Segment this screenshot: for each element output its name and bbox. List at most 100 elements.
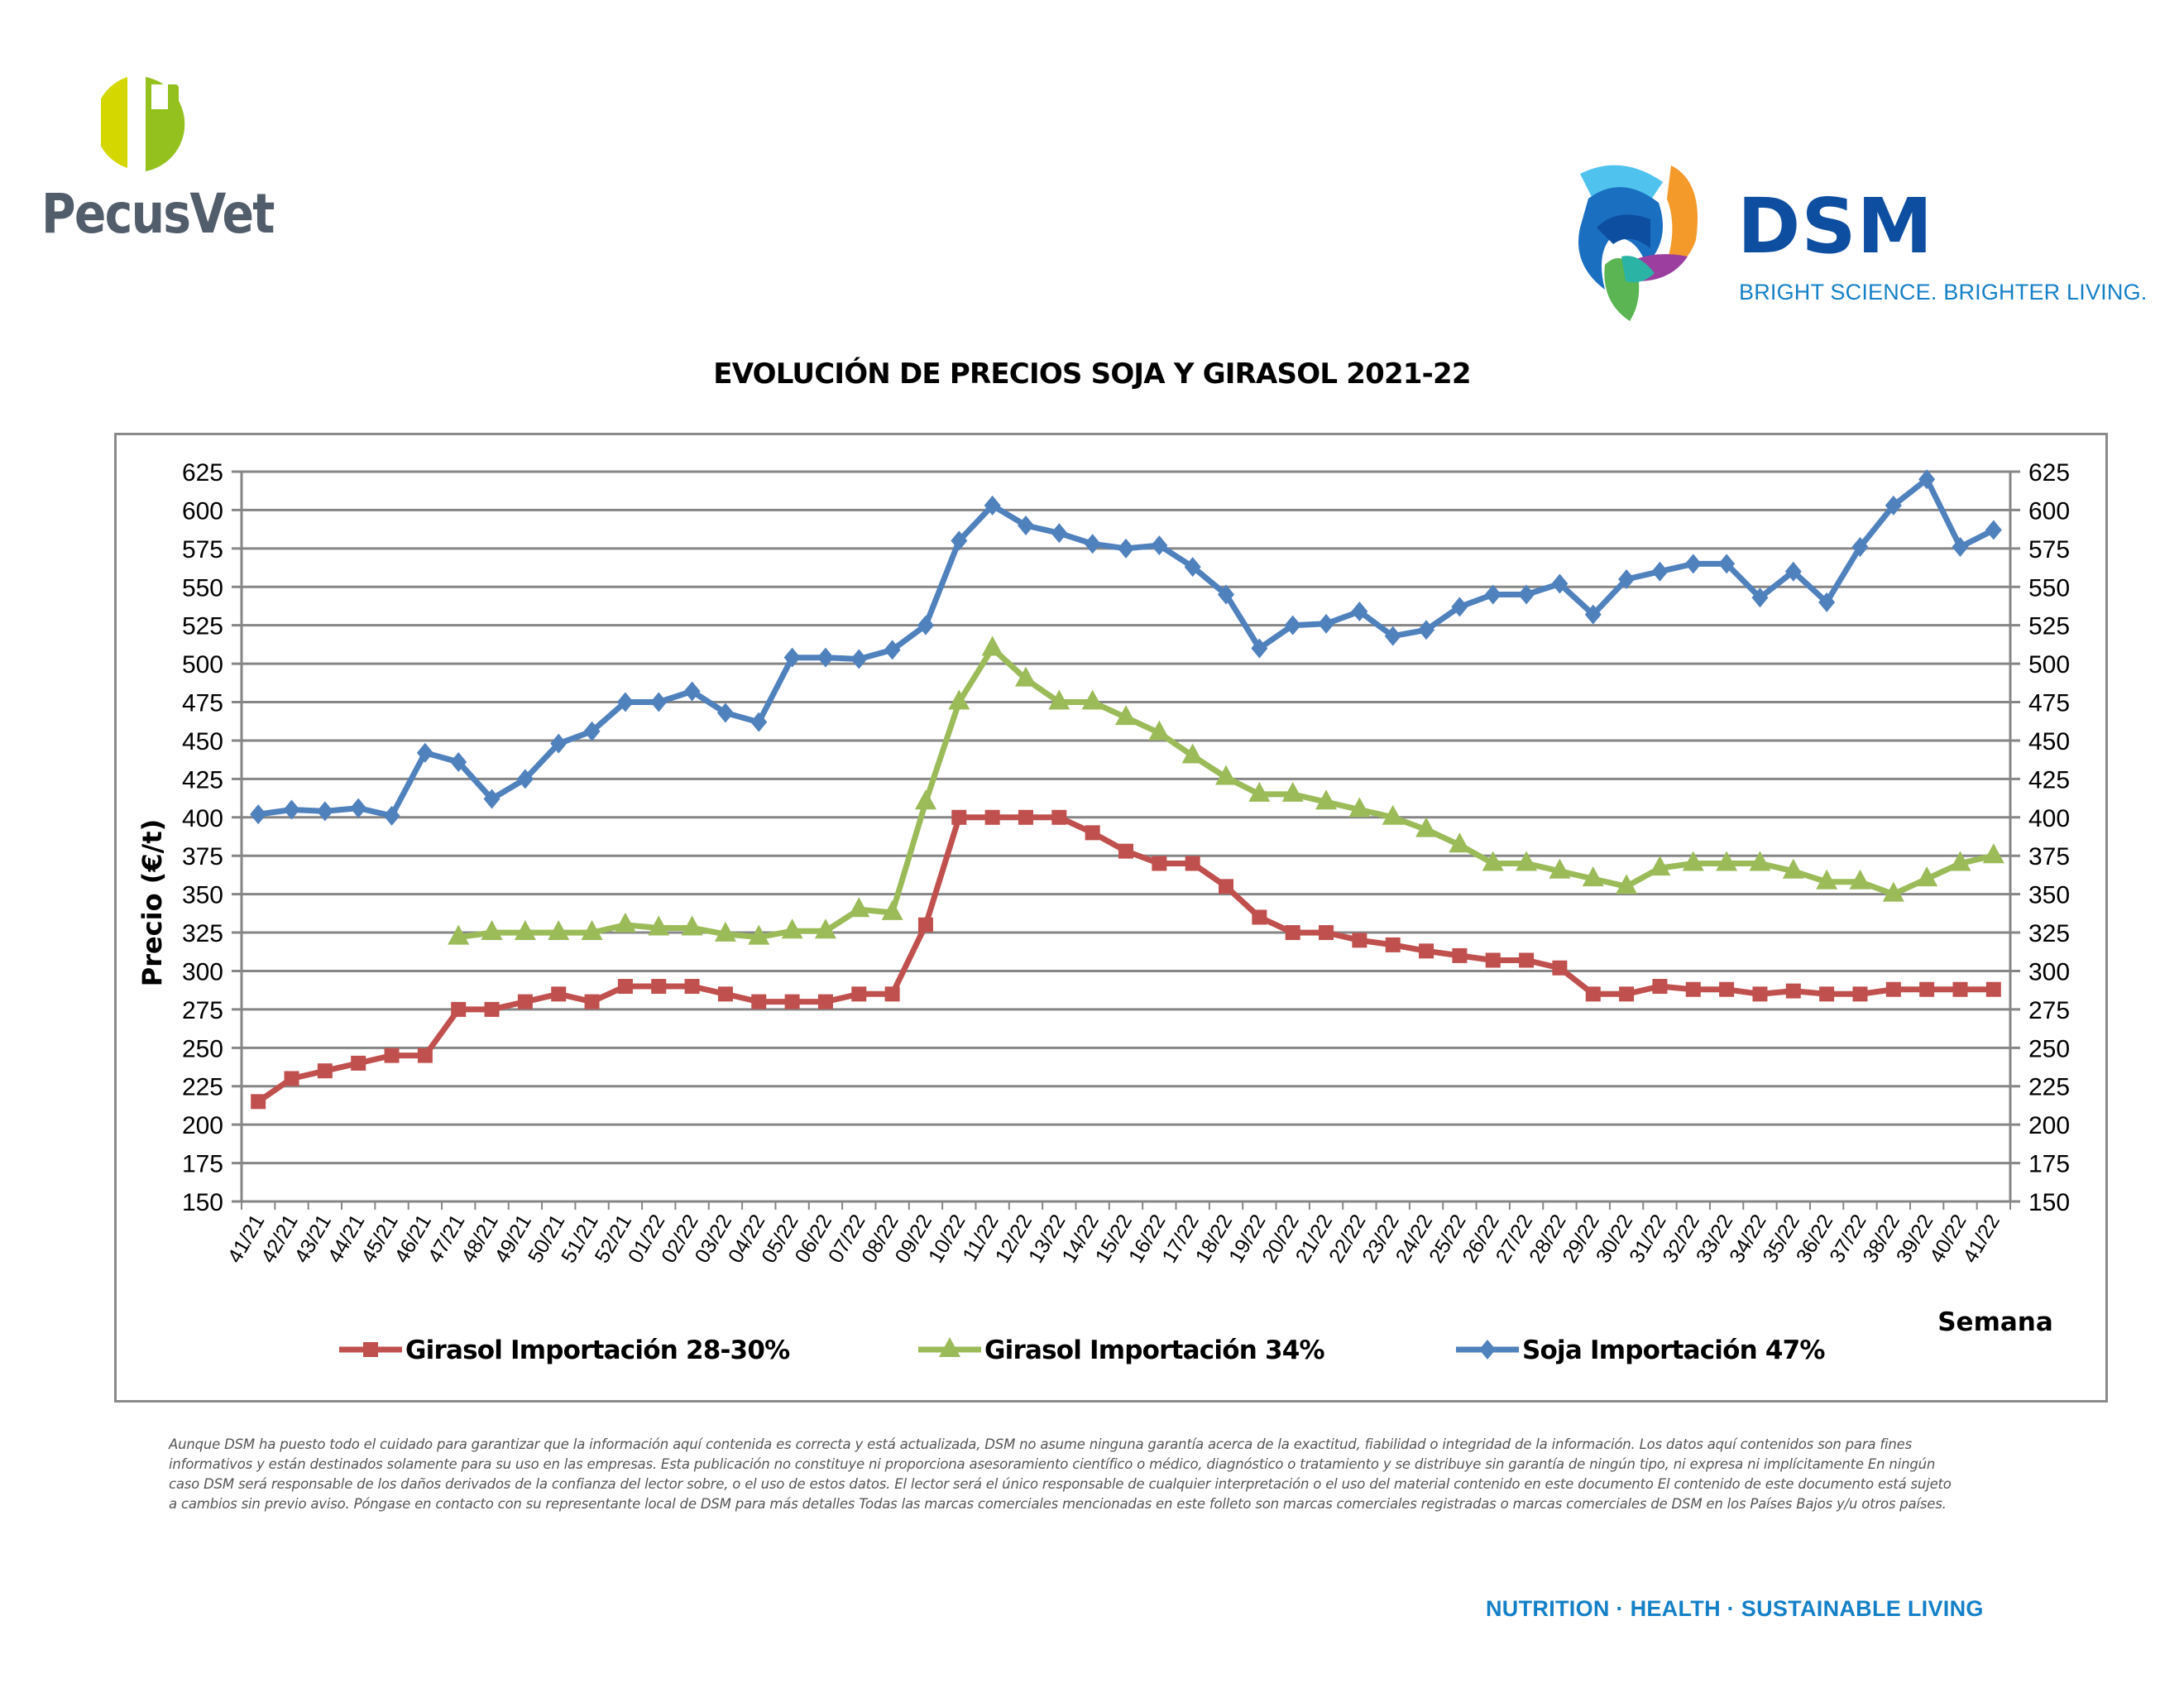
- data-point: [350, 798, 367, 818]
- y-tick-label-left: 150: [182, 1189, 223, 1216]
- y-tick-label-left: 275: [182, 997, 223, 1024]
- data-point: [681, 915, 703, 936]
- data-point: [1051, 523, 1068, 544]
- data-point: [1449, 832, 1471, 853]
- data-point: [917, 615, 934, 635]
- data-point: [1552, 960, 1568, 976]
- data-point: [1115, 705, 1137, 726]
- data-point: [1851, 536, 1869, 557]
- y-tick-label-right: 425: [2028, 766, 2070, 794]
- data-point: [1549, 858, 1571, 879]
- data-point: [1252, 909, 1267, 925]
- data-point: [748, 924, 770, 945]
- data-point: [1084, 534, 1101, 554]
- y-tick-label-left: 425: [182, 766, 223, 794]
- y-tick-label-right: 325: [2028, 920, 2070, 947]
- y-tick-label-right: 450: [2028, 728, 2070, 755]
- data-point: [851, 986, 867, 1002]
- data-point: [1784, 561, 1802, 582]
- data-point: [716, 703, 734, 723]
- data-point: [750, 712, 768, 732]
- data-point: [1484, 584, 1502, 605]
- dsm-wordmark: DSM: [1737, 182, 1934, 271]
- data-point: [1418, 620, 1435, 640]
- y-tick-label-right: 550: [2028, 574, 2070, 602]
- y-tick-label-right: 575: [2028, 536, 2070, 563]
- y-tick-label-left: 525: [182, 613, 223, 640]
- data-point: [450, 751, 467, 772]
- data-point: [648, 915, 670, 936]
- y-tick-label-right: 275: [2028, 997, 2070, 1024]
- data-point: [1682, 851, 1704, 871]
- data-point: [1819, 986, 1835, 1002]
- y-tick-label-right: 475: [2028, 690, 2070, 717]
- data-point: [1285, 925, 1300, 941]
- data-point: [1885, 495, 1902, 516]
- y-tick-label-right: 200: [2028, 1112, 2070, 1139]
- legend-label: Soja Importación 47%: [1522, 1336, 1825, 1365]
- data-point: [1281, 781, 1304, 802]
- data-point: [1251, 638, 1268, 659]
- data-point: [483, 789, 500, 809]
- chart-frame: [114, 433, 2108, 1403]
- y-tick-label-right: 500: [2028, 651, 2070, 679]
- y-tick-label-left: 575: [182, 536, 223, 563]
- disclaimer-text: Aunque DSM ha puesto todo el cuidado par…: [169, 1436, 1952, 1512]
- data-point: [951, 809, 967, 825]
- data-point: [984, 809, 1000, 825]
- y-tick-label-right: 625: [2028, 459, 2070, 487]
- y-tick-label-right: 400: [2028, 805, 2070, 832]
- price-line-chart: 150 150 175 175 200 200 225 225 250 250 275 275 300 3…: [136, 459, 2070, 1365]
- data-point: [1348, 797, 1371, 818]
- data-point: [917, 917, 933, 933]
- data-point: [1816, 869, 1838, 890]
- data-point: [1385, 937, 1401, 952]
- data-point: [1785, 983, 1801, 999]
- data-point: [451, 1001, 467, 1017]
- y-tick-label-left: 450: [182, 728, 223, 755]
- y-tick-label-left: 350: [182, 882, 223, 909]
- data-point: [1518, 584, 1535, 605]
- data-point: [981, 635, 1003, 656]
- y-tick-label-left: 625: [182, 459, 223, 487]
- dsm-swirl-icon: [1578, 165, 1698, 321]
- data-point: [1618, 568, 1636, 589]
- data-point: [1185, 856, 1200, 871]
- y-tick-label-right: 525: [2028, 613, 2070, 640]
- y-tick-label-right: 150: [2028, 1189, 2070, 1216]
- legend-label: Girasol Importación 34%: [984, 1336, 1324, 1365]
- y-tick-label-left: 225: [182, 1074, 223, 1101]
- pecusvet-logo: PecusVet: [33, 66, 281, 265]
- data-point: [516, 769, 534, 789]
- data-point: [1048, 689, 1070, 710]
- data-point: [1017, 515, 1034, 535]
- y-tick-label-left: 175: [182, 1151, 223, 1178]
- data-point: [881, 899, 903, 920]
- series-line: [256, 814, 1994, 1105]
- data-point: [481, 920, 503, 941]
- data-point: [1718, 554, 1736, 574]
- data-point: [948, 689, 970, 710]
- data-point: [1151, 535, 1168, 556]
- data-point: [1649, 856, 1671, 876]
- data-point: [583, 721, 601, 741]
- data-point: [884, 640, 901, 660]
- y-tick-label-left: 550: [182, 574, 223, 602]
- data-point: [1985, 981, 2001, 997]
- legend-marker-diamond: [1479, 1340, 1496, 1360]
- data-point: [1916, 866, 1938, 887]
- data-point: [814, 918, 836, 939]
- y-tick-label-left: 500: [182, 651, 223, 679]
- data-point: [1551, 573, 1569, 594]
- dsm-logo: DSM BRIGHT SCIENCE. BRIGHTER LIVING.: [1572, 149, 2147, 331]
- data-point: [1919, 981, 1935, 997]
- data-point: [1519, 952, 1535, 968]
- data-point: [1716, 851, 1738, 871]
- data-point: [783, 647, 801, 668]
- data-point: [1985, 520, 2002, 540]
- data-point: [1384, 626, 1401, 646]
- y-tick-label-left: 475: [182, 690, 223, 717]
- data-point: [1751, 587, 1769, 608]
- data-point: [1415, 817, 1438, 837]
- data-point: [1719, 981, 1735, 997]
